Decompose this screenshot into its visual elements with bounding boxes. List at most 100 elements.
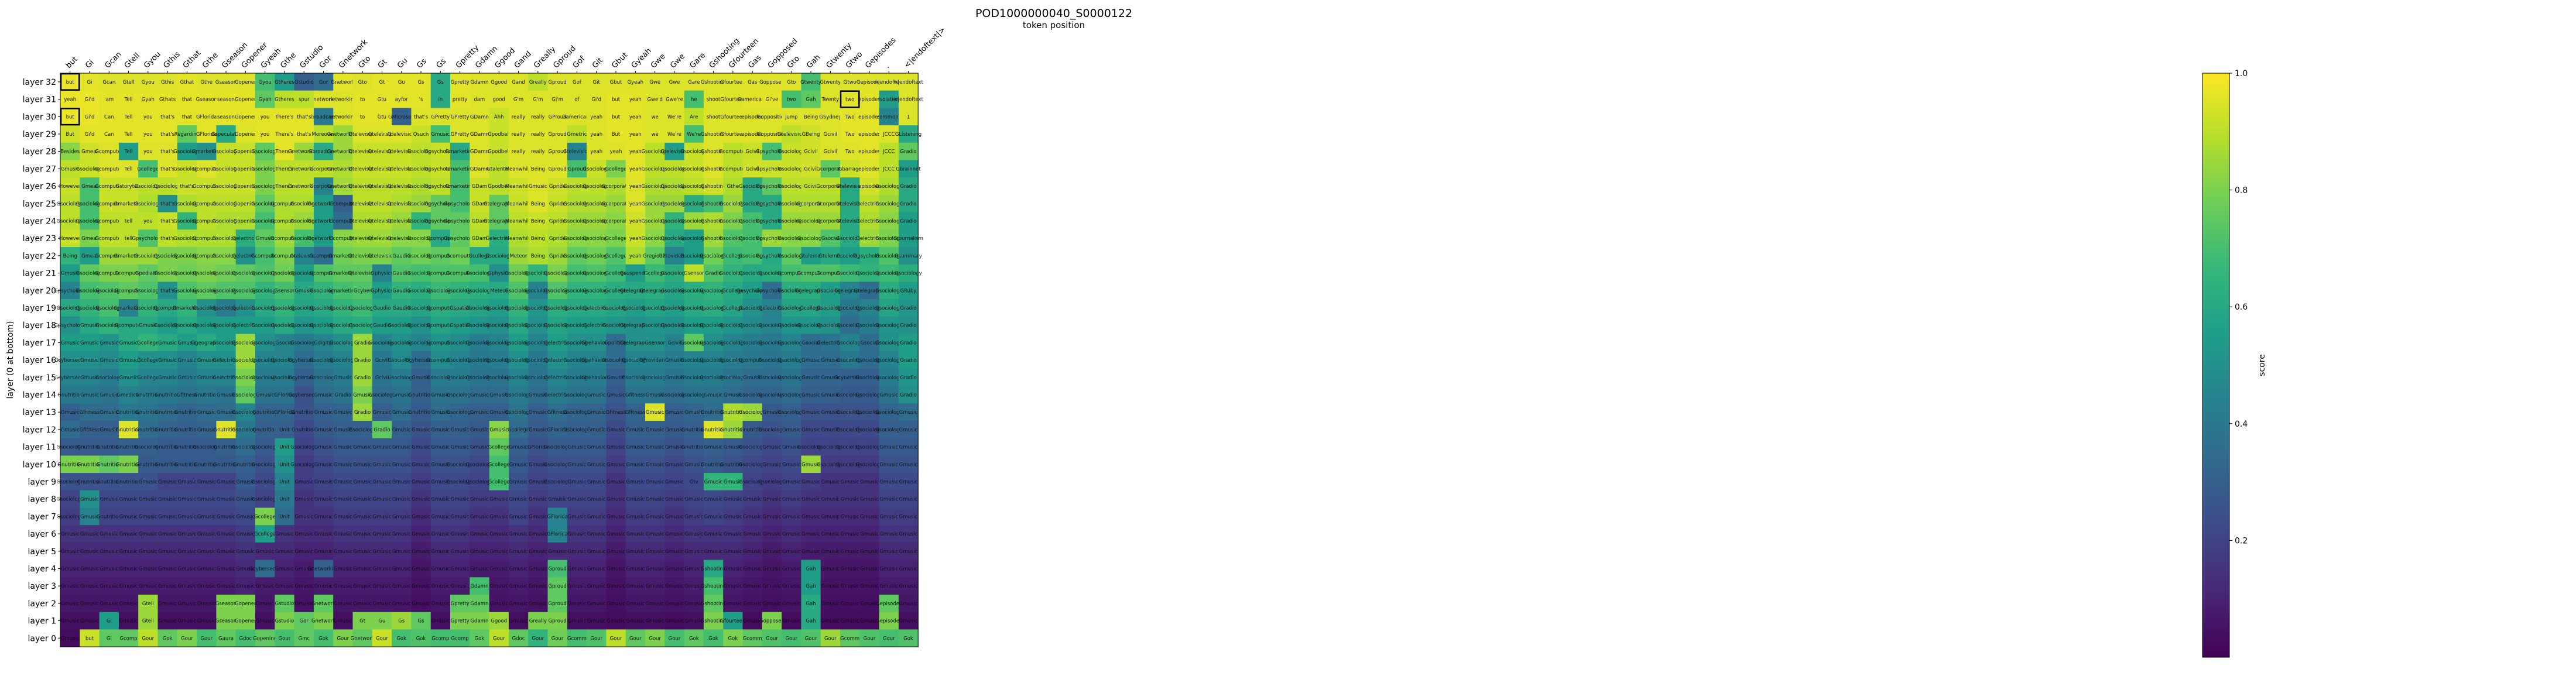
heatmap-cell bbox=[820, 125, 841, 143]
heatmap-cell bbox=[392, 247, 412, 265]
cell-label: Gsociology bbox=[232, 445, 259, 451]
heatmap-cell bbox=[684, 421, 704, 439]
heatmap-cell bbox=[859, 490, 880, 509]
cell-label: Gmusic bbox=[236, 497, 255, 503]
heatmap-cell bbox=[313, 560, 334, 578]
cell-label: Gmusic bbox=[801, 375, 820, 381]
heatmap-cell bbox=[411, 177, 431, 195]
heatmap-cell bbox=[567, 438, 587, 456]
cell-label: Gcollege bbox=[722, 253, 744, 259]
cell-label: Gsociology bbox=[836, 306, 863, 311]
heatmap-cell bbox=[392, 525, 412, 543]
heatmap-cell bbox=[197, 473, 217, 491]
heatmap-cell bbox=[762, 125, 782, 143]
cell-label: Gsociology bbox=[622, 358, 649, 363]
cell-label: Gsociology bbox=[875, 427, 902, 433]
cell-label: Gmusic bbox=[763, 567, 782, 572]
x-tick-label: . bbox=[883, 62, 891, 70]
cell-label: Gsociology bbox=[290, 462, 317, 468]
cell-label: yeah bbox=[590, 114, 602, 120]
heatmap-cell bbox=[489, 299, 509, 317]
heatmap-cell bbox=[118, 595, 139, 613]
heatmap-cell bbox=[898, 629, 919, 647]
heatmap-cell bbox=[197, 177, 217, 195]
heatmap-cell bbox=[99, 90, 119, 108]
cell-label: Gsocial bbox=[802, 340, 820, 346]
y-tick-label: layer 27 bbox=[23, 164, 56, 174]
cell-label: Gmusic bbox=[626, 584, 645, 589]
cell-label: Unit bbox=[279, 427, 290, 433]
cell-label: Gmusic bbox=[841, 497, 859, 503]
heatmap-cell bbox=[333, 125, 354, 143]
cell-label: Gmusic bbox=[61, 410, 80, 416]
cell-label: GRuby bbox=[900, 288, 917, 294]
cell-label: Gmusic bbox=[119, 375, 138, 381]
cell-label: Being bbox=[531, 253, 545, 259]
heatmap-cell bbox=[255, 73, 275, 91]
heatmap-cell bbox=[684, 212, 704, 230]
heatmap-cell bbox=[235, 560, 256, 578]
heatmap-cell bbox=[255, 421, 275, 439]
heatmap-cell bbox=[294, 612, 314, 630]
cell-label: Gmusic bbox=[860, 531, 879, 537]
cell-label: Gsociology bbox=[173, 271, 200, 277]
cell-label: Gmusic bbox=[782, 514, 801, 520]
heatmap-cell bbox=[197, 629, 217, 647]
heatmap-cell bbox=[547, 612, 568, 630]
heatmap-cell bbox=[99, 403, 119, 421]
heatmap-cell bbox=[840, 73, 860, 91]
heatmap-cell bbox=[567, 455, 587, 473]
cell-label: Gmusic bbox=[61, 584, 80, 589]
cell-label: Gmusic bbox=[665, 445, 684, 451]
heatmap-cell bbox=[118, 194, 139, 213]
heatmap-cell bbox=[567, 125, 587, 143]
cell-label: Gmusic bbox=[801, 549, 820, 555]
cell-label: Gnutrition bbox=[720, 462, 745, 468]
heatmap-cell bbox=[762, 455, 782, 473]
cell-label: Gsociology bbox=[563, 253, 590, 259]
cell-label: GDam bbox=[472, 201, 488, 207]
heatmap-cell bbox=[275, 577, 295, 595]
heatmap-cell bbox=[99, 316, 119, 335]
heatmap-cell bbox=[879, 247, 899, 265]
heatmap-cell bbox=[313, 108, 334, 126]
cell-label: Gmusic bbox=[158, 479, 177, 485]
cell-label: to bbox=[360, 97, 365, 103]
cell-label: Gas bbox=[748, 80, 758, 85]
heatmap-cell bbox=[664, 507, 685, 526]
heatmap-cell bbox=[138, 334, 159, 352]
heatmap-cell bbox=[80, 108, 100, 126]
cell-label: Gmusic bbox=[782, 601, 801, 607]
heatmap-cell bbox=[567, 247, 587, 265]
heatmap-cell bbox=[372, 229, 392, 248]
cell-label: Gsociology bbox=[758, 271, 785, 277]
heatmap-cell bbox=[255, 282, 275, 300]
cell-label: Gmusic bbox=[392, 410, 411, 416]
cell-label: Gsociology bbox=[680, 253, 707, 259]
heatmap-cell bbox=[703, 229, 724, 248]
cell-label: Gmusic bbox=[743, 601, 762, 607]
heatmap-cell bbox=[762, 229, 782, 248]
cell-label: Gmusic bbox=[158, 358, 177, 363]
cell-label: Gaudio bbox=[393, 253, 410, 259]
cell-label: Gmusic bbox=[158, 567, 177, 572]
cell-label: JCCC bbox=[882, 132, 895, 138]
cell-label: We're bbox=[667, 132, 681, 138]
heatmap-cell bbox=[216, 108, 237, 126]
cell-label: Gmusic bbox=[743, 549, 762, 555]
heatmap-cell bbox=[664, 247, 685, 265]
heatmap-cell bbox=[294, 264, 314, 282]
cell-label: Gtelegraphy bbox=[834, 288, 865, 294]
heatmap-cell bbox=[801, 612, 821, 630]
cell-label: Gsociology bbox=[407, 323, 434, 329]
cell-label: Gfitness bbox=[625, 393, 646, 399]
cell-label: Gmusic bbox=[529, 479, 547, 485]
cell-label: but bbox=[85, 636, 94, 641]
heatmap-cell bbox=[645, 386, 665, 404]
heatmap-cell bbox=[235, 73, 256, 91]
cell-label: ayfor bbox=[395, 97, 408, 103]
heatmap-cell bbox=[255, 560, 275, 578]
cell-label: GFlorida bbox=[274, 410, 295, 416]
heatmap-cell bbox=[820, 473, 841, 491]
cell-label: Gsociology bbox=[680, 201, 707, 207]
